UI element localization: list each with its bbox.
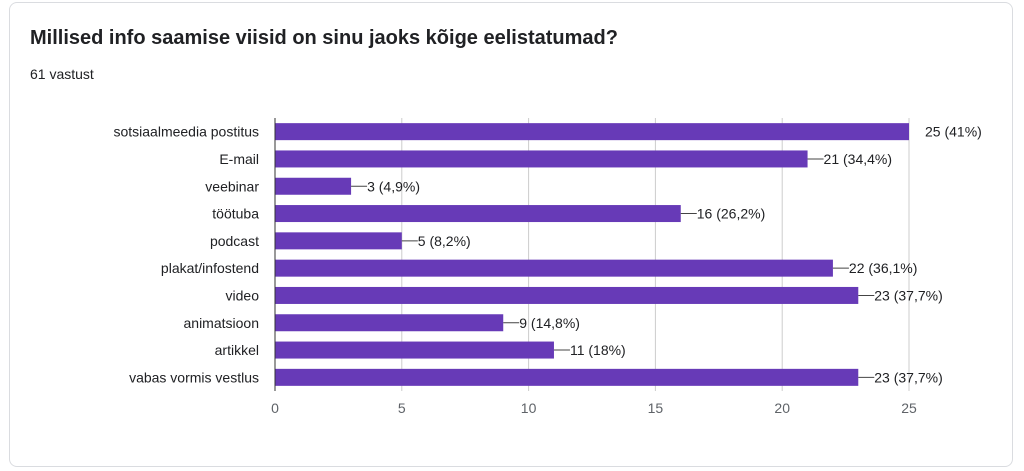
- x-tick-label: 5: [398, 400, 406, 416]
- value-label: 11 (18%): [570, 342, 626, 358]
- bar: [275, 123, 909, 141]
- response-count: 61 vastust: [30, 66, 94, 82]
- bar: [275, 368, 859, 386]
- bar: [275, 314, 504, 332]
- chart-card: [9, 2, 1013, 467]
- bar: [275, 286, 859, 304]
- category-label: animatsioon: [184, 315, 260, 331]
- value-label: 23 (37,7%): [874, 369, 942, 385]
- category-label: töötuba: [212, 206, 259, 222]
- value-label: 21 (34,4%): [824, 151, 892, 167]
- x-tick-label: 0: [271, 400, 279, 416]
- category-label: artikkel: [215, 342, 259, 358]
- bar: [275, 259, 833, 277]
- x-tick-label: 10: [521, 400, 537, 416]
- value-label: 22 (36,1%): [849, 260, 917, 276]
- category-label: plakat/infostend: [161, 260, 259, 276]
- category-label: video: [226, 287, 260, 303]
- value-label: 9 (14,8%): [519, 315, 580, 331]
- category-label: podcast: [210, 233, 259, 249]
- category-label: E-mail: [219, 151, 259, 167]
- labels: 0 5 10 15 20 25 sotsiaalmeedia postitus 25 (41%…: [113, 124, 981, 416]
- value-label: 25 (41%): [925, 124, 982, 140]
- x-tick-label: 15: [648, 400, 664, 416]
- bar: [275, 341, 554, 359]
- value-label: 23 (37,7%): [874, 287, 942, 303]
- x-tick-label: 25: [901, 400, 917, 416]
- category-label: veebinar: [205, 178, 259, 194]
- value-label: 5 (8,2%): [418, 233, 471, 249]
- question-title: Millised info saamise viisid on sinu jao…: [30, 27, 618, 49]
- bars: [275, 123, 909, 386]
- category-label: vabas vormis vestlus: [129, 369, 259, 385]
- bar: [275, 205, 681, 223]
- bar: [275, 177, 352, 195]
- bar: [275, 150, 808, 168]
- category-label: sotsiaalmeedia postitus: [113, 124, 259, 140]
- value-label: 3 (4,9%): [367, 178, 420, 194]
- x-tick-label: 20: [774, 400, 790, 416]
- bar: [275, 232, 402, 250]
- value-label: 16 (26,2%): [697, 206, 765, 222]
